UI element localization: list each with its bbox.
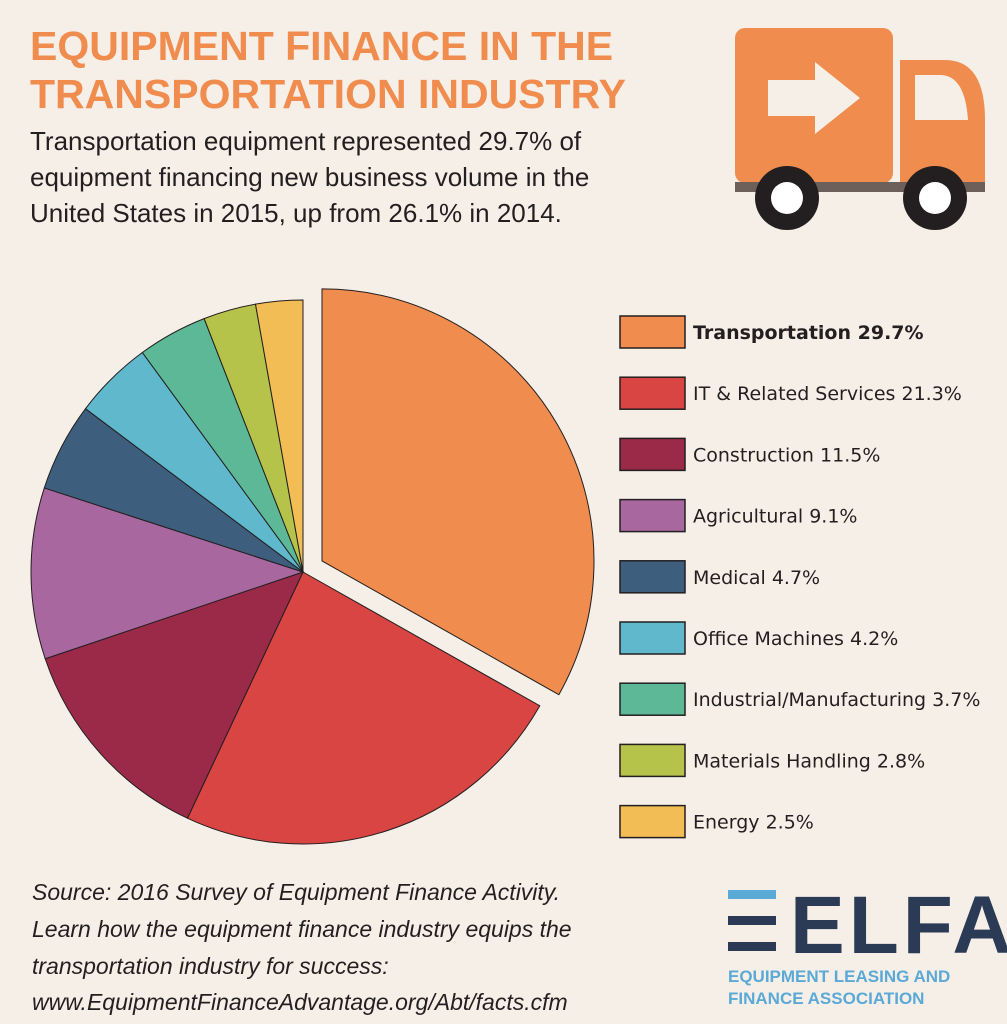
source-line: Learn how the equipment finance industry…: [32, 916, 572, 942]
source-line: Source: 2016 Survey of Equipment Finance…: [32, 879, 560, 905]
legend-category: Agricultural: [693, 506, 803, 528]
legend-label: Medical 4.7%: [693, 567, 820, 589]
legend-value: 2.8%: [877, 750, 925, 772]
legend-swatch: [619, 682, 686, 716]
subtitle-line: United States in 2015, up from 26.1% in …: [30, 198, 562, 228]
truck-icon: [735, 28, 985, 230]
pie-slice: [44, 571, 304, 819]
legend-value: 29.7%: [858, 322, 924, 344]
logo: ELFA EQUIPMENT LEASING AND FINANCE ASSOC…: [728, 880, 1007, 1008]
source-line: transportation industry for success:: [32, 953, 389, 979]
legend-label: Materials Handling 2.8%: [693, 750, 925, 772]
legend-value: 21.3%: [901, 383, 961, 405]
legend-value: 3.7%: [932, 689, 980, 711]
pie-slice: [254, 299, 304, 573]
legend-label: Construction 11.5%: [693, 444, 880, 466]
legend-swatch: [619, 621, 686, 655]
source-line: www.EquipmentFinanceAdvantage.org/Abt/fa…: [32, 989, 568, 1015]
legend-category: Office Machines: [693, 628, 844, 650]
legend-swatch: [619, 376, 686, 410]
legend-category: IT & Related Services: [693, 383, 895, 405]
pie-slice: [321, 288, 595, 696]
legend-label: Office Machines 4.2%: [693, 628, 898, 650]
legend-value: 2.5%: [766, 812, 814, 834]
legend-label: IT & Related Services 21.3%: [693, 383, 962, 405]
legend-label: Transportation 29.7%: [693, 322, 924, 344]
logo-line: EQUIPMENT LEASING AND: [728, 967, 950, 986]
title-line: EQUIPMENT FINANCE IN THE: [30, 23, 613, 69]
pie: [30, 288, 595, 845]
pie-slice: [186, 571, 541, 845]
legend-swatch: [619, 498, 686, 533]
logo-name: ELFA: [790, 880, 1007, 971]
legend-value: 4.7%: [772, 567, 820, 589]
legend-swatch: [619, 560, 686, 594]
legend-value: 4.2%: [850, 628, 898, 650]
legend-category: Materials Handling: [693, 750, 871, 772]
pie-slice: [30, 487, 305, 660]
legend-category: Industrial/Manufacturing: [693, 689, 926, 711]
legend-swatch: [619, 437, 686, 472]
legend-category: Medical: [693, 567, 766, 589]
subtitle-line: Transportation equipment represented 29.…: [30, 126, 582, 156]
legend-category: Construction: [693, 444, 814, 466]
legend-label: Agricultural 9.1%: [693, 506, 857, 528]
title-line: TRANSPORTATION INDUSTRY: [30, 71, 626, 117]
legend-category: Transportation: [693, 322, 851, 344]
legend-value: 9.1%: [809, 506, 857, 528]
legend-swatch: [619, 315, 686, 349]
subtitle-line: equipment financing new business volume …: [30, 162, 589, 192]
legend-swatch: [619, 804, 686, 839]
legend-label: Industrial/Manufacturing 3.7%: [693, 689, 980, 711]
legend-category: Energy: [693, 812, 760, 834]
legend-label: Energy 2.5%: [693, 812, 814, 834]
legend: Transportation 29.7% IT & Related Service…: [619, 315, 980, 839]
legend-value: 11.5%: [820, 444, 880, 466]
logo-line: FINANCE ASSOCIATION: [728, 989, 924, 1008]
legend-swatch: [619, 743, 686, 778]
